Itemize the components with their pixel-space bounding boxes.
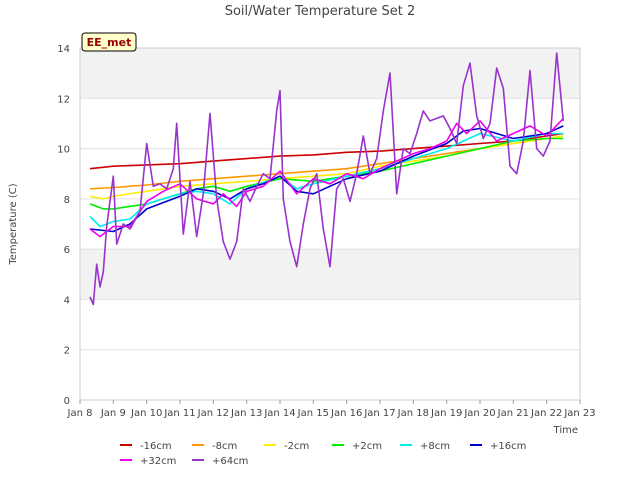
legend-item: +16cm bbox=[470, 441, 526, 452]
legend-item: -8cm bbox=[192, 441, 237, 452]
plot-band bbox=[80, 148, 580, 199]
legend-label: +32cm bbox=[140, 456, 176, 467]
x-tick-label: Jan 9 bbox=[100, 408, 126, 419]
plot-band bbox=[80, 349, 580, 400]
legend-label: +64cm bbox=[212, 456, 248, 467]
y-tick-label: 0 bbox=[64, 396, 70, 407]
plot-bands bbox=[80, 48, 580, 400]
legend-label: +2cm bbox=[352, 441, 382, 452]
x-tick-label: Jan 11 bbox=[163, 408, 195, 419]
plot-band bbox=[80, 48, 580, 99]
legend-label: -2cm bbox=[284, 441, 309, 452]
x-tick-label: Jan 14 bbox=[263, 408, 295, 419]
y-tick-label: 14 bbox=[57, 44, 70, 55]
series-line-minus16cm bbox=[89, 132, 564, 170]
x-tick-label: Jan 12 bbox=[197, 408, 229, 419]
x-tick-label: Jan 8 bbox=[67, 408, 93, 419]
y-tick-label: 10 bbox=[57, 145, 70, 156]
x-axis-ticks: Jan 8 Jan 9 Jan 10 Jan 11 Jan 12 Jan 13 Jan 14… bbox=[67, 400, 596, 419]
x-tick-label: Jan 23 bbox=[563, 408, 595, 419]
legend: -16cm -8cm -2cm +2cm +8cm +16cm +32cm +64cm bbox=[120, 441, 526, 467]
x-tick-label: Jan 15 bbox=[297, 408, 329, 419]
legend-item: +2cm bbox=[332, 441, 382, 452]
x-tick-label: Jan 20 bbox=[463, 408, 495, 419]
x-tick-label: Jan 18 bbox=[397, 408, 429, 419]
y-axis-label: Temperature (C) bbox=[8, 183, 19, 265]
annotation-label: EE_met bbox=[87, 36, 132, 49]
chart-title: Soil/Water Temperature Set 2 bbox=[225, 4, 416, 19]
series-line-minus2cm bbox=[89, 135, 564, 200]
legend-label: +8cm bbox=[420, 441, 450, 452]
x-tick-label: Jan 17 bbox=[363, 408, 395, 419]
y-tick-label: 12 bbox=[57, 94, 70, 105]
legend-label: -16cm bbox=[140, 441, 172, 452]
x-axis-label: Time bbox=[553, 425, 578, 436]
x-tick-label: Jan 21 bbox=[497, 408, 529, 419]
y-tick-label: 4 bbox=[64, 295, 70, 306]
series-lines bbox=[89, 52, 565, 306]
x-tick-label: Jan 22 bbox=[530, 408, 562, 419]
y-tick-label: 8 bbox=[64, 195, 70, 206]
legend-item: -2cm bbox=[264, 441, 309, 452]
x-tick-label: Jan 19 bbox=[430, 408, 462, 419]
plot-area-frame bbox=[79, 47, 581, 401]
legend-label: +16cm bbox=[490, 441, 526, 452]
y-tick-label: 6 bbox=[64, 245, 70, 256]
legend-item: +64cm bbox=[192, 456, 248, 467]
x-tick-label: Jan 10 bbox=[130, 408, 162, 419]
plot-band bbox=[80, 249, 580, 300]
legend-item: -16cm bbox=[120, 441, 172, 452]
series-line-plus32cm bbox=[89, 117, 564, 238]
legend-item: +32cm bbox=[120, 456, 176, 467]
x-tick-label: Jan 13 bbox=[230, 408, 262, 419]
y-axis-ticks: 0 2 4 6 8 10 12 14 bbox=[57, 44, 70, 407]
legend-item: +8cm bbox=[400, 441, 450, 452]
legend-label: -8cm bbox=[212, 441, 237, 452]
y-tick-label: 2 bbox=[64, 346, 70, 357]
series-line-plus64cm bbox=[89, 52, 565, 306]
x-tick-label: Jan 16 bbox=[330, 408, 362, 419]
annotation-box: EE_met bbox=[81, 32, 137, 52]
